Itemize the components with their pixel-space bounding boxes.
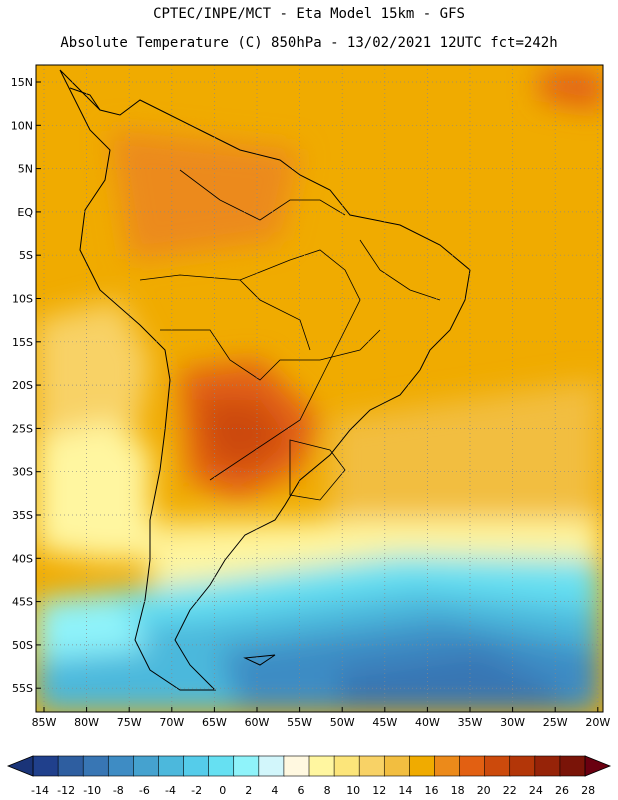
colorbar-high-arrow xyxy=(584,755,612,777)
colorbar-cell xyxy=(82,755,110,777)
lon-label: 65W xyxy=(202,716,227,729)
colorbar-cell xyxy=(358,755,386,777)
colorbar-cell xyxy=(57,755,84,777)
colorbar-cell xyxy=(434,755,461,777)
colorbar-cell xyxy=(133,755,160,777)
colorbar-cell xyxy=(183,755,210,777)
colorbar-label: 22 xyxy=(503,784,517,797)
colorbar-low-arrow xyxy=(6,755,34,777)
lat-label: 20S xyxy=(12,379,33,392)
colorbar-cell xyxy=(534,755,561,777)
colorbar-cell xyxy=(258,755,285,777)
lat-label: 30S xyxy=(12,466,33,479)
lat-label: 10S xyxy=(12,293,33,306)
colorbar-cell xyxy=(409,755,436,777)
colorbar-label: 10 xyxy=(346,784,360,797)
colorbar-cell xyxy=(158,755,185,777)
map-field xyxy=(36,65,603,712)
lon-label: 30W xyxy=(500,716,525,729)
lon-label: 40W xyxy=(415,716,440,729)
colorbar-cell xyxy=(509,755,536,777)
lon-label: 60W xyxy=(245,716,270,729)
chart-title-line-1: CPTEC/INPE/MCT - Eta Model 15km - GFS xyxy=(153,6,465,22)
central-america-coast xyxy=(69,87,101,111)
latitude-labels: 15N 10N 5N EQ 5S 10S 15S 20S 25S 30S 35S 40S 45S 50S 5… xyxy=(11,76,41,695)
colorbar-label: 14 xyxy=(398,784,412,797)
colorbar-label: -4 xyxy=(165,784,176,797)
colorbar-label: -8 xyxy=(113,784,124,797)
map-frame xyxy=(35,64,604,713)
lat-label: 25S xyxy=(12,422,33,435)
lon-label: 70W xyxy=(159,716,184,729)
colorbar-cell xyxy=(484,755,511,777)
colorbar-label: -6 xyxy=(139,784,150,797)
chart-title-line-2: Absolute Temperature (C) 850hPa - 13/02/… xyxy=(60,35,558,51)
colorbar-cell xyxy=(459,755,486,777)
lat-label: 10N xyxy=(11,119,33,132)
country-border xyxy=(179,169,346,221)
state-border xyxy=(359,239,441,301)
south-america-coast xyxy=(59,69,471,691)
lon-label: 45W xyxy=(372,716,397,729)
colorbar-label: 4 xyxy=(271,784,278,797)
colorbar-cells xyxy=(32,755,586,777)
colorbar-label: 26 xyxy=(555,784,569,797)
lon-label: 35W xyxy=(458,716,483,729)
lon-label: 80W xyxy=(74,716,99,729)
colorbar-label: -10 xyxy=(83,784,101,797)
colorbar-labels: -14 -12 -10 -8 -6 -4 -2 0 2 4 6 8 10 12 14 16 18 20 22 24 26… xyxy=(31,784,595,797)
falklands xyxy=(243,654,276,666)
country-border xyxy=(289,439,346,501)
state-border xyxy=(239,279,311,351)
colorbar-label: 2 xyxy=(245,784,252,797)
colorbar-label: -2 xyxy=(191,784,202,797)
lat-label: 15S xyxy=(12,336,33,349)
colorbar-label: 12 xyxy=(372,784,386,797)
colorbar-cell xyxy=(283,755,310,777)
lat-label: 5S xyxy=(19,249,33,262)
colorbar-cell xyxy=(233,755,260,777)
colorbar-cell xyxy=(559,755,586,777)
lat-label: 40S xyxy=(12,552,33,565)
lon-label: 20W xyxy=(585,716,610,729)
lon-label: 55W xyxy=(287,716,312,729)
colorbar-cell xyxy=(208,755,235,777)
colorbar-label: 24 xyxy=(529,784,543,797)
colorbar-label: 20 xyxy=(477,784,491,797)
country-border xyxy=(160,329,381,381)
lat-label: 15N xyxy=(11,76,33,89)
lat-label: 5N xyxy=(18,163,33,176)
lat-label: EQ xyxy=(17,206,33,219)
colorbar-label: 6 xyxy=(298,784,305,797)
colorbar-label: 16 xyxy=(425,784,439,797)
colorbar-label: 28 xyxy=(581,784,595,797)
colorbar-cell xyxy=(107,755,135,777)
lat-label: 35S xyxy=(12,509,33,522)
colorbar-label: 18 xyxy=(451,784,465,797)
lon-label: 85W xyxy=(32,716,57,729)
graticule xyxy=(36,65,603,712)
colorbar-cell xyxy=(308,755,335,777)
lat-label: 50S xyxy=(12,639,33,652)
coastlines xyxy=(59,69,471,691)
lon-label: 25W xyxy=(543,716,568,729)
lat-label: 45S xyxy=(12,596,33,609)
longitude-labels: 85W 80W 75W 70W 65W 60W 55W 50W 45W 40W 35W 30W 25W 2… xyxy=(32,707,610,729)
colorbar-cell xyxy=(32,755,59,777)
colorbar-cell xyxy=(383,755,411,777)
colorbar-label: 0 xyxy=(219,784,226,797)
borders xyxy=(139,169,441,501)
colorbar-label: -14 xyxy=(31,784,49,797)
colorbar-label: -12 xyxy=(57,784,75,797)
lon-label: 75W xyxy=(117,716,142,729)
lat-label: 55S xyxy=(12,682,33,695)
lon-label: 50W xyxy=(330,716,355,729)
colorbar-cell xyxy=(333,755,360,777)
colorbar-label: 8 xyxy=(324,784,331,797)
field-smooth xyxy=(36,70,603,712)
